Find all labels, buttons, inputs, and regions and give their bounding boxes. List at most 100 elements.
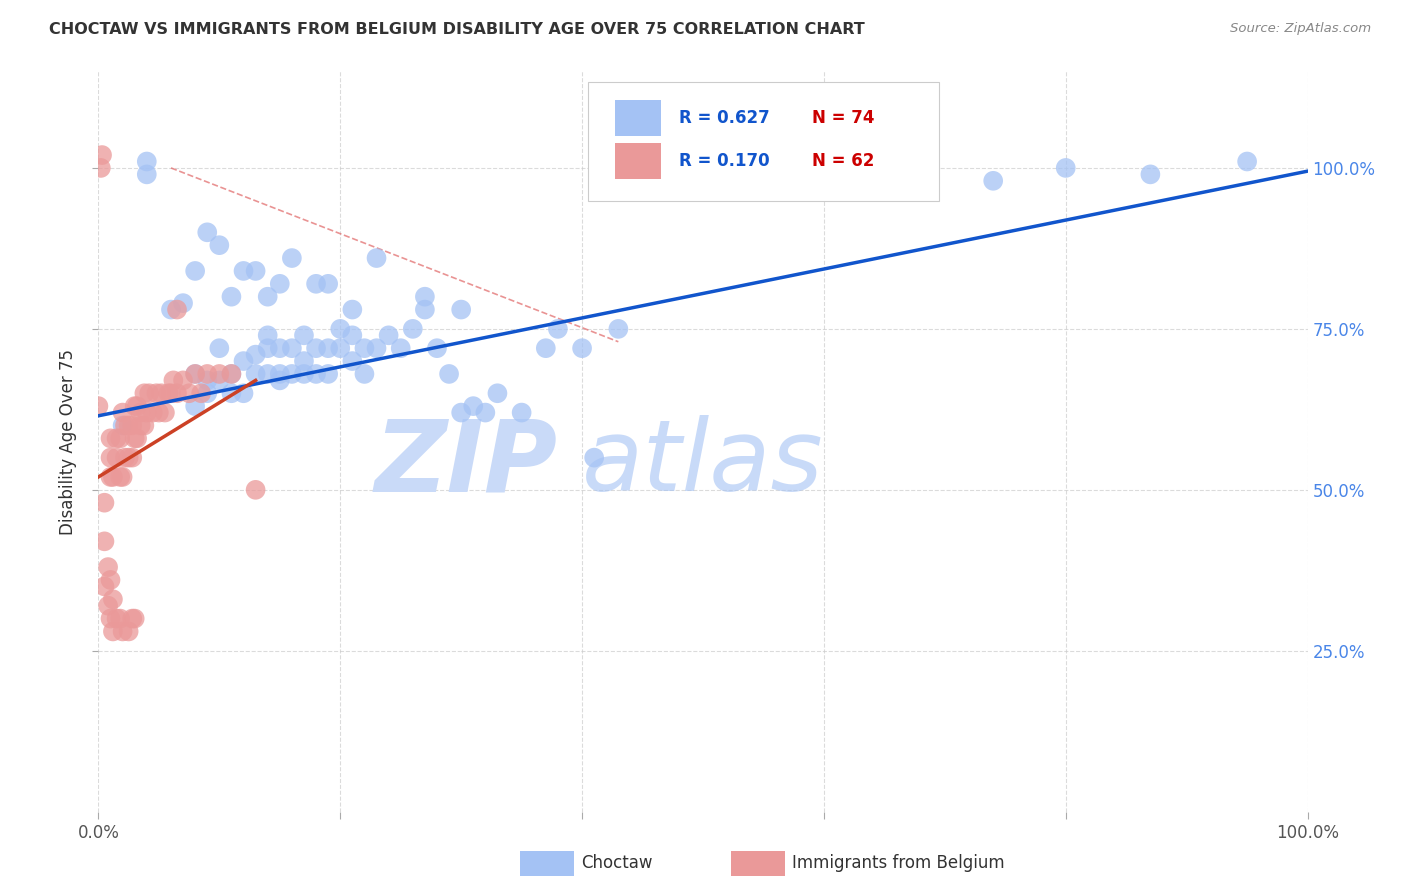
Text: Immigrants from Belgium: Immigrants from Belgium [792, 855, 1004, 872]
Point [108, 470, 131, 484]
Point [172, 373, 194, 387]
Point [366, 341, 388, 355]
Text: N = 62: N = 62 [811, 152, 875, 170]
Point [184, 367, 207, 381]
Point [100, 450, 122, 465]
Point [981, 174, 1004, 188]
Point [129, 418, 152, 433]
Point [426, 341, 449, 355]
Point [353, 367, 375, 381]
Point [127, 399, 149, 413]
Point [353, 341, 375, 355]
Point [329, 322, 352, 336]
Point [366, 251, 388, 265]
Point [607, 322, 630, 336]
Point [256, 290, 278, 304]
Point [127, 431, 149, 445]
Text: R = 0.170: R = 0.170 [679, 152, 769, 170]
Point [157, 386, 180, 401]
Point [100, 611, 122, 625]
Point [160, 386, 183, 401]
Point [256, 367, 278, 381]
Point [534, 341, 557, 355]
Point [281, 367, 304, 381]
Point [486, 386, 509, 401]
Point [195, 373, 218, 387]
Point [134, 386, 156, 401]
Point [190, 386, 212, 401]
Point [413, 290, 436, 304]
Point [269, 367, 291, 381]
Point [97, 560, 120, 574]
Point [450, 406, 472, 420]
Point [463, 399, 485, 413]
Point [245, 264, 267, 278]
Point [118, 418, 141, 433]
Point [305, 341, 328, 355]
Point [172, 296, 194, 310]
Point [245, 367, 267, 381]
Point [342, 328, 364, 343]
Point [292, 354, 315, 368]
Point [450, 302, 472, 317]
Point [162, 373, 184, 387]
Point [377, 328, 399, 343]
Point [124, 611, 146, 625]
Point [121, 418, 143, 433]
Point [108, 611, 131, 625]
Point [118, 450, 141, 465]
Point [256, 328, 278, 343]
FancyBboxPatch shape [588, 82, 939, 201]
Text: Source: ZipAtlas.com: Source: ZipAtlas.com [1230, 22, 1371, 36]
Point [389, 341, 412, 355]
Point [221, 386, 243, 401]
Point [232, 386, 254, 401]
Point [329, 341, 352, 355]
Point [118, 624, 141, 639]
Point [208, 367, 231, 381]
Point [474, 406, 496, 420]
Text: Choctaw: Choctaw [581, 855, 652, 872]
Point [195, 386, 218, 401]
Point [124, 431, 146, 445]
Point [121, 450, 143, 465]
Point [402, 322, 425, 336]
Point [179, 386, 201, 401]
Point [124, 399, 146, 413]
Point [111, 624, 134, 639]
Point [195, 367, 218, 381]
Point [547, 322, 569, 336]
Point [269, 277, 291, 291]
Point [305, 277, 328, 291]
Point [101, 470, 124, 484]
Point [245, 483, 267, 497]
Point [316, 367, 339, 381]
Point [342, 302, 364, 317]
Point [105, 450, 128, 465]
Point [1054, 161, 1077, 175]
Point [184, 399, 207, 413]
Point [316, 341, 339, 355]
Point [208, 373, 231, 387]
Point [148, 406, 170, 420]
Point [145, 386, 167, 401]
Point [108, 431, 131, 445]
Point [135, 167, 157, 181]
Point [245, 348, 267, 362]
Point [153, 406, 176, 420]
Point [135, 154, 157, 169]
Point [142, 406, 165, 420]
Point [105, 431, 128, 445]
Point [93, 534, 115, 549]
Point [90, 161, 112, 175]
Point [437, 367, 460, 381]
Point [111, 406, 134, 420]
Point [281, 251, 304, 265]
Point [93, 496, 115, 510]
Point [134, 418, 156, 433]
Point [342, 354, 364, 368]
Point [100, 470, 122, 484]
Point [1236, 154, 1258, 169]
Text: R = 0.627: R = 0.627 [679, 109, 769, 127]
Point [97, 599, 120, 613]
